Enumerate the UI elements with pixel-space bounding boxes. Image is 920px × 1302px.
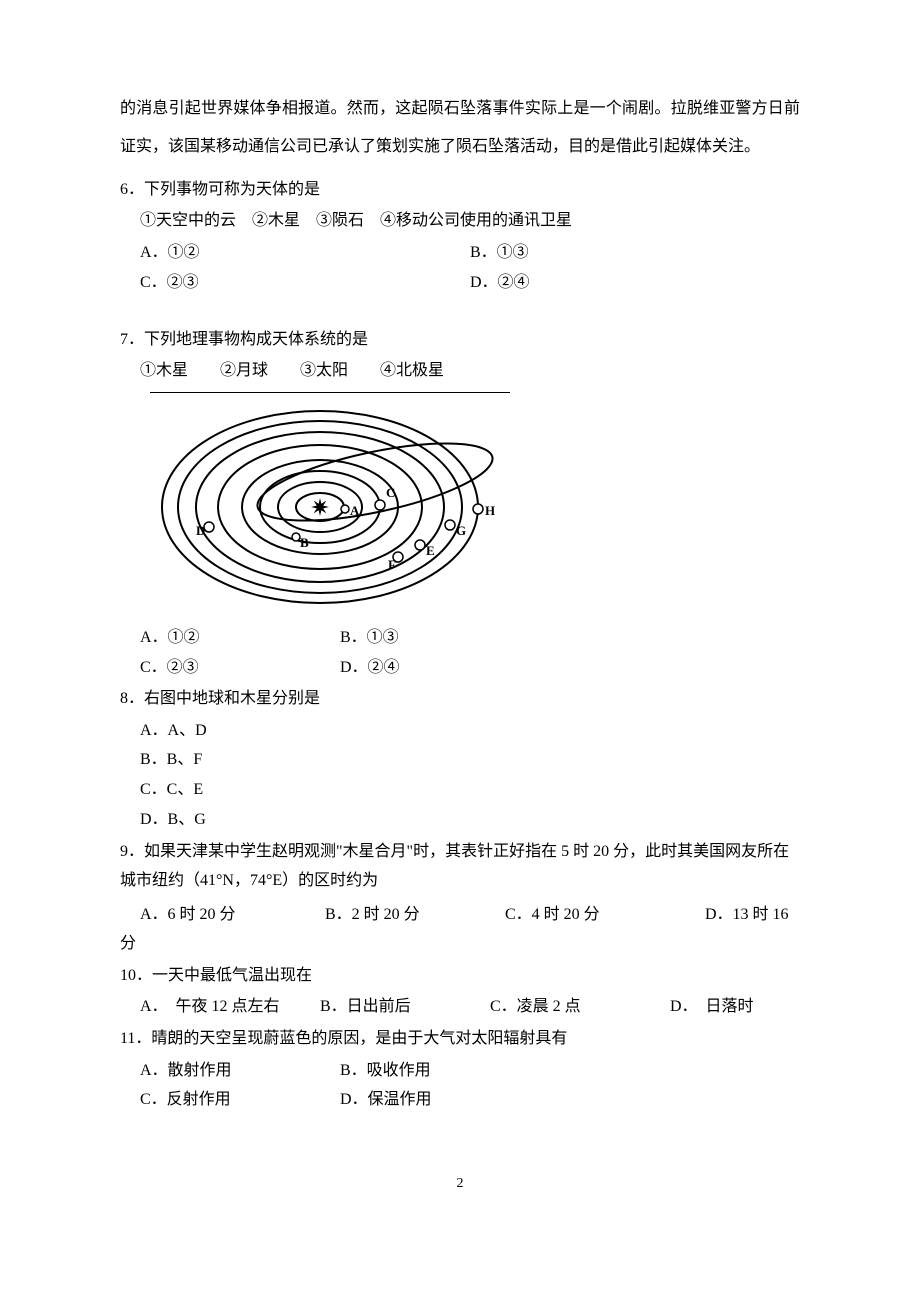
q9-optB: B．2 时 20 分 — [325, 902, 505, 928]
q9-options-row: A．6 时 20 分 B．2 时 20 分 C．4 时 20 分 D．13 时 … — [120, 902, 800, 928]
q7-optB: B．①③ — [340, 625, 399, 651]
q6-optA: A．①② — [140, 240, 470, 266]
q8-row-b: B．B、F — [120, 747, 800, 773]
q8-row-d: D．B、G — [120, 807, 800, 833]
q9-optC: C．4 时 20 分 — [505, 902, 705, 928]
q11-options-row2: C．反射作用 D．保温作用 — [120, 1087, 800, 1113]
q11-stem: 11．晴朗的天空呈现蔚蓝色的原因，是由于大气对太阳辐射具有 — [120, 1026, 800, 1052]
q11-optA: A．散射作用 — [140, 1058, 340, 1084]
q6-stem: 6．下列事物可称为天体的是 — [120, 177, 800, 203]
q8-optB: B．B、F — [140, 747, 202, 773]
q10-optD: D． 日落时 — [670, 994, 754, 1020]
question-10: 10．一天中最低气温出现在 A． 午夜 12 点左右 B．日出前后 C．凌晨 2… — [120, 963, 800, 1020]
q8-stem: 8．右图中地球和木星分别是 — [120, 686, 800, 712]
q7-options-row2: C．②③ D．②④ — [120, 655, 800, 681]
q8-optA: A．A、D — [140, 718, 207, 744]
q11-optB: B．吸收作用 — [340, 1058, 431, 1084]
q7-optA: A．①② — [140, 625, 340, 651]
q9-optA: A．6 时 20 分 — [140, 902, 325, 928]
question-8: 8．右图中地球和木星分别是 A．A、D B．B、F C．C、E D．B、G — [120, 686, 800, 832]
question-9: 9．如果天津某中学生赵明观测"木星合月"时，其表针正好指在 5 时 20 分，此… — [120, 838, 800, 957]
q11-options-row1: A．散射作用 B．吸收作用 — [120, 1058, 800, 1084]
q8-row-c: C．C、E — [120, 777, 800, 803]
q6-items: ①天空中的云 ②木星 ③陨石 ④移动公司使用的通讯卫星 — [120, 208, 800, 234]
svg-text:G: G — [456, 523, 466, 538]
svg-text:B: B — [300, 535, 309, 550]
q6-optC: C．②③ — [140, 270, 470, 296]
q11-optD: D．保温作用 — [340, 1087, 432, 1113]
q9-optD: D．13 时 16 — [705, 902, 789, 928]
svg-text:D: D — [196, 523, 205, 538]
q8-row-a: A．A、D — [120, 718, 800, 744]
q7-optC: C．②③ — [140, 655, 340, 681]
diagram-top-line — [150, 392, 510, 393]
question-7: 7．下列地理事物构成天体系统的是 ①木星 ②月球 ③太阳 ④北极星 A B C D E F… — [120, 327, 800, 680]
diagram-svg: A B C D E F G H — [150, 397, 510, 617]
svg-text:F: F — [388, 557, 396, 572]
q6-options-row1: A．①② B．①③ — [120, 240, 800, 266]
q10-optA: A． 午夜 12 点左右 — [140, 994, 320, 1020]
q8-optC: C．C、E — [140, 777, 203, 803]
q10-optB: B．日出前后 — [320, 994, 490, 1020]
svg-text:C: C — [386, 485, 395, 500]
solar-system-diagram: A B C D E F G H — [120, 392, 800, 617]
q9-dangling: 分 — [120, 931, 800, 957]
q6-optD: D．②④ — [470, 270, 530, 296]
q7-options-row1: A．①② B．①③ — [120, 625, 800, 651]
q10-optC: C．凌晨 2 点 — [490, 994, 670, 1020]
q7-optD: D．②④ — [340, 655, 400, 681]
q10-options-row: A． 午夜 12 点左右 B．日出前后 C．凌晨 2 点 D． 日落时 — [120, 994, 800, 1020]
q10-stem: 10．一天中最低气温出现在 — [120, 963, 800, 989]
q6-optB: B．①③ — [470, 240, 529, 266]
svg-text:H: H — [485, 503, 495, 518]
svg-text:E: E — [426, 543, 435, 558]
question-6: 6．下列事物可称为天体的是 ①天空中的云 ②木星 ③陨石 ④移动公司使用的通讯卫… — [120, 177, 800, 295]
svg-text:A: A — [350, 503, 360, 518]
intro-text: 的消息引起世界媒体争相报道。然而，这起陨石坠落事件实际上是一个闹剧。拉脱维亚警方… — [120, 90, 800, 167]
q7-items: ①木星 ②月球 ③太阳 ④北极星 — [120, 358, 800, 384]
page-number: 2 — [120, 1173, 800, 1195]
q6-options-row2: C．②③ D．②④ — [120, 270, 800, 296]
q7-stem: 7．下列地理事物构成天体系统的是 — [120, 327, 800, 353]
question-11: 11．晴朗的天空呈现蔚蓝色的原因，是由于大气对太阳辐射具有 A．散射作用 B．吸… — [120, 1026, 800, 1113]
q8-optD: D．B、G — [140, 807, 206, 833]
q11-optC: C．反射作用 — [140, 1087, 340, 1113]
q9-stem: 9．如果天津某中学生赵明观测"木星合月"时，其表针正好指在 5 时 20 分，此… — [120, 838, 800, 896]
